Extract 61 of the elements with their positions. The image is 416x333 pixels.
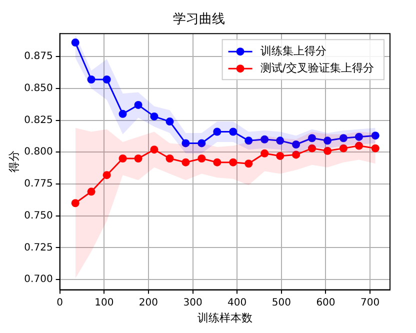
point: [198, 154, 206, 163]
point: [150, 112, 158, 120]
point: [244, 136, 253, 145]
point: [244, 160, 253, 168]
y-tick-label: 0.850: [24, 83, 53, 94]
legend-label: 测试/交叉验证集上得分: [260, 61, 374, 74]
point: [71, 199, 80, 208]
x-tick-label: 0: [56, 297, 64, 308]
point: [292, 150, 300, 159]
point: [260, 149, 269, 158]
point: [276, 136, 284, 145]
point: [308, 144, 316, 152]
y-tick-label: 0.725: [24, 242, 53, 254]
point: [292, 140, 300, 148]
point: [324, 136, 332, 145]
point: [102, 171, 111, 180]
point: [118, 154, 127, 163]
point: [339, 144, 348, 152]
point: [134, 100, 142, 109]
point: [276, 152, 284, 160]
y-axis-title: 得分: [7, 150, 20, 173]
point: [213, 128, 222, 136]
point: [118, 110, 127, 118]
point: [198, 139, 206, 148]
point: [213, 158, 222, 166]
point: [354, 132, 363, 141]
x-tick-label: 400: [228, 297, 247, 308]
point: [150, 146, 158, 154]
point: [166, 118, 174, 126]
point: [87, 188, 96, 196]
x-tick-label: 700: [360, 297, 380, 308]
x-tick-label: 100: [94, 297, 114, 308]
legend-label: 训练集上得分: [260, 44, 326, 58]
point: [354, 142, 363, 150]
point: [324, 146, 332, 155]
point: [371, 144, 380, 152]
point: [166, 154, 174, 163]
y-tick-label: 0.775: [24, 178, 53, 190]
point: [102, 75, 111, 84]
point: [260, 135, 269, 144]
x-tick-label: 200: [138, 297, 158, 308]
y-tick-label: 0.875: [24, 51, 53, 62]
chart-title: 学习曲线: [173, 12, 225, 28]
point: [229, 158, 238, 166]
point: [339, 134, 348, 142]
x-tick-label: 300: [183, 297, 202, 308]
x-tick-label: 500: [272, 297, 291, 308]
point: [71, 38, 80, 47]
point: [182, 139, 190, 148]
x-axis-title: 训练样本数: [197, 311, 252, 324]
x-tick-label: 600: [316, 297, 336, 308]
y-tick-label: 0.700: [24, 274, 53, 286]
point: [308, 134, 316, 142]
y-tick-label: 0.800: [24, 146, 53, 158]
point: [87, 75, 96, 84]
y-tick-label: 0.825: [24, 114, 53, 126]
y-tick-label: 0.750: [24, 210, 53, 222]
point: [134, 154, 142, 163]
point: [182, 158, 190, 166]
point: [371, 132, 380, 140]
point: [229, 128, 238, 136]
